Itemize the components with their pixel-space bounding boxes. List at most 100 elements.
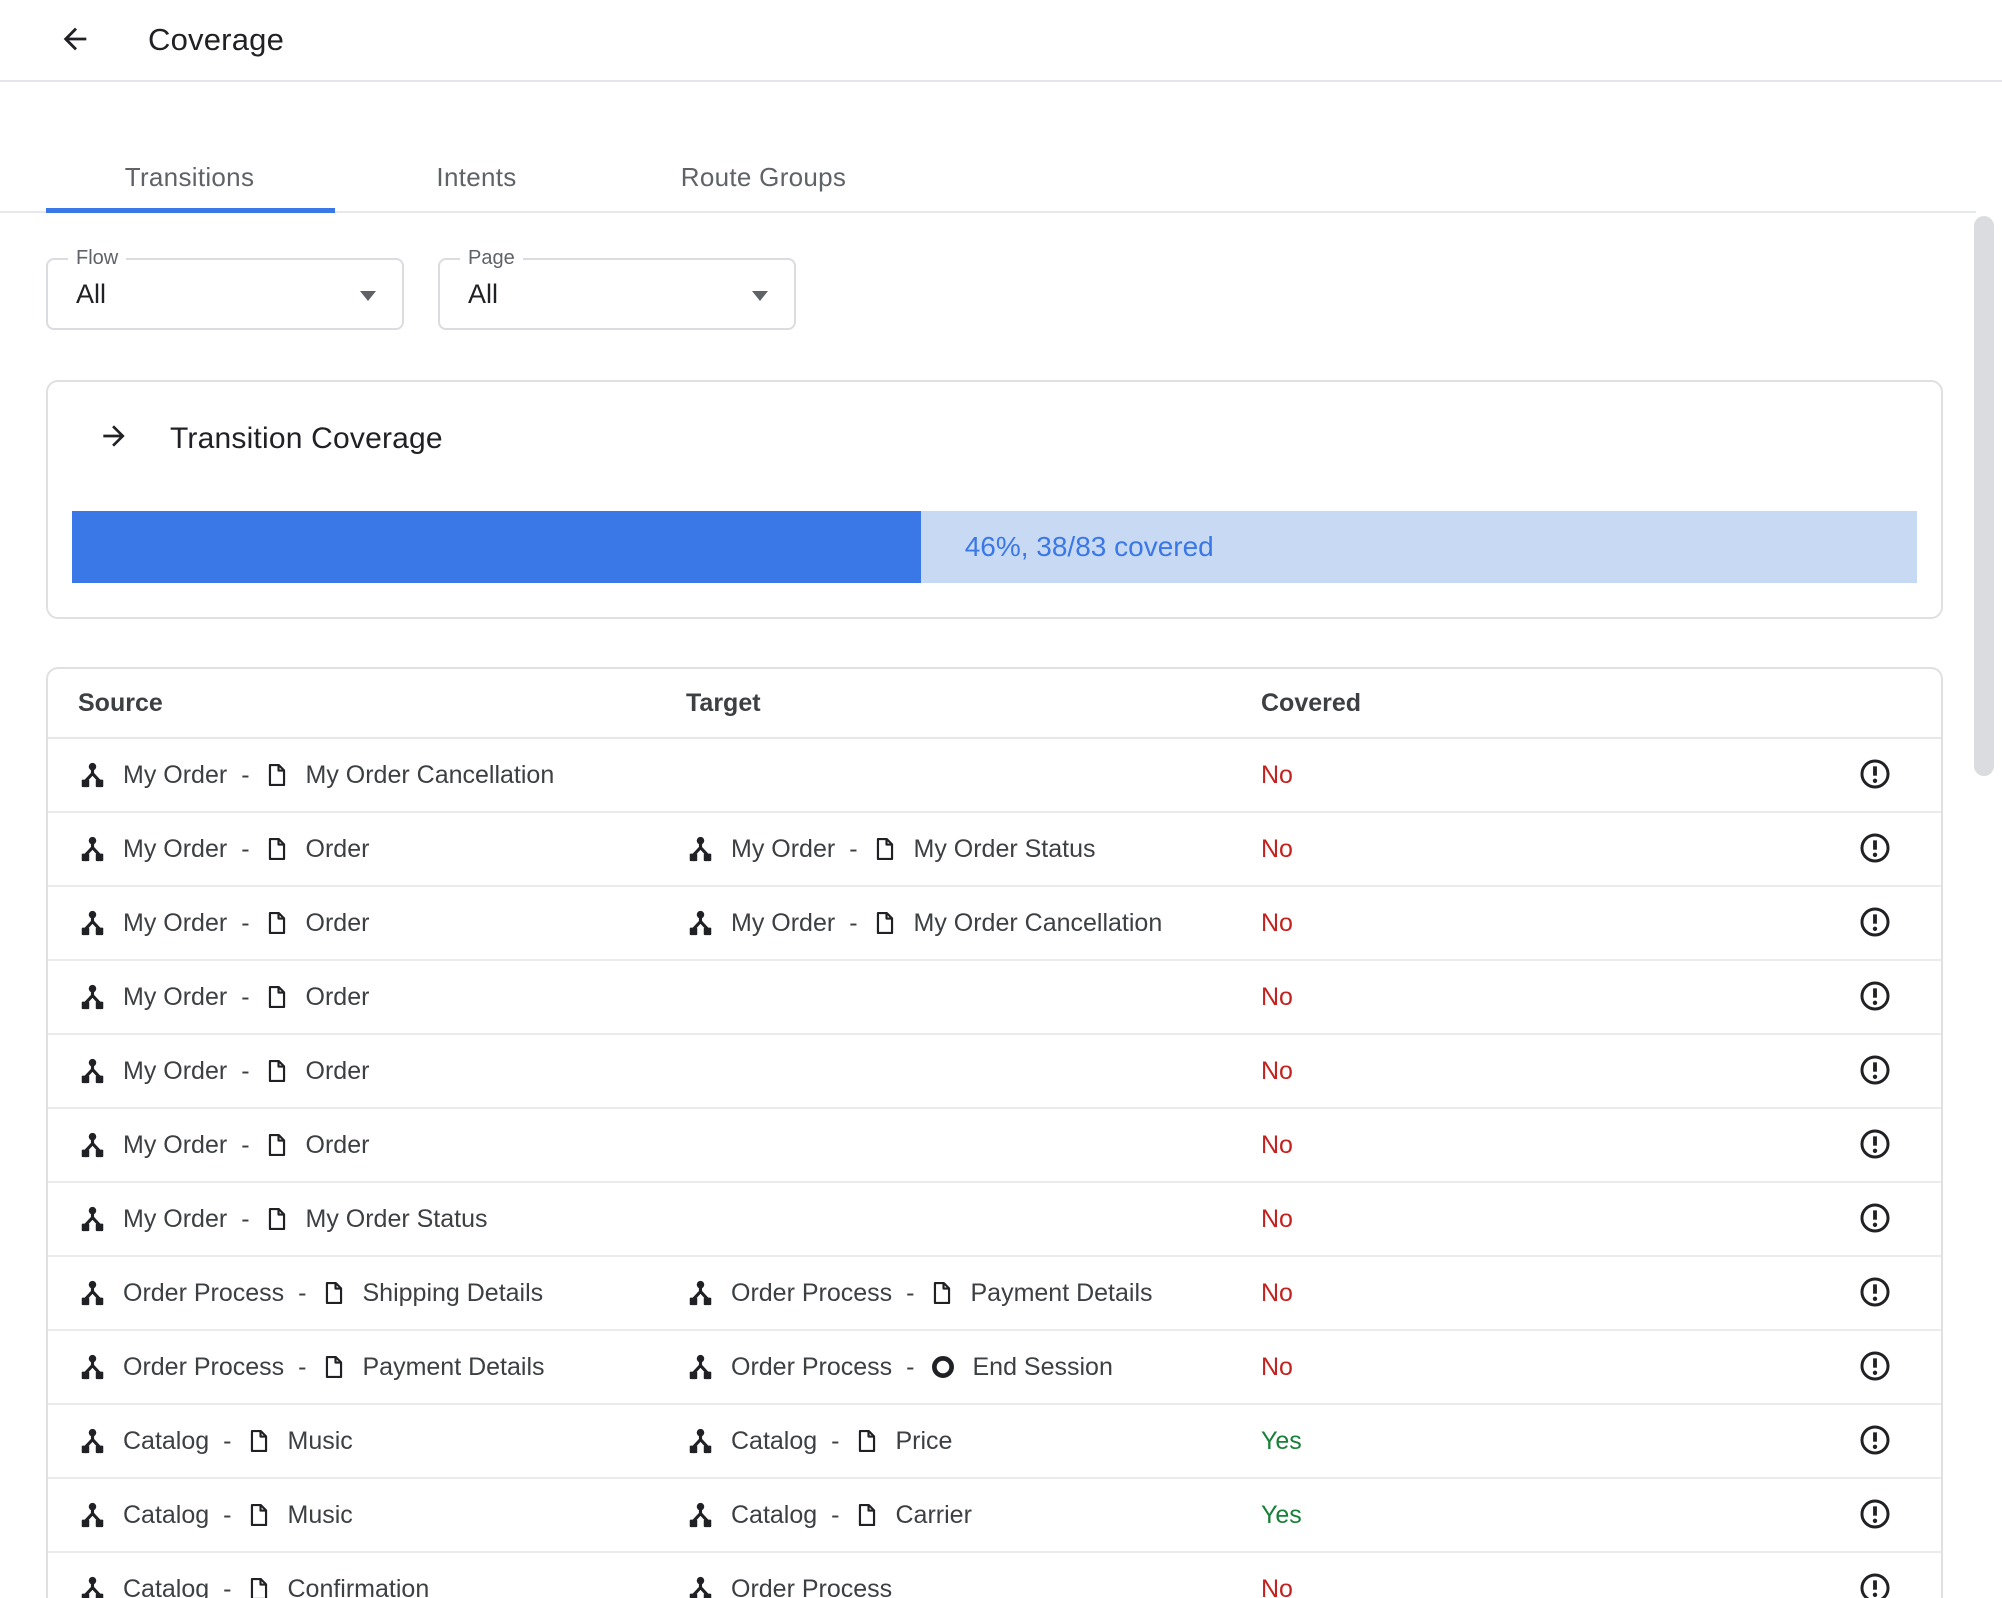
source-entity: My Order - Order xyxy=(78,1057,686,1086)
flow-name: My Order xyxy=(123,1130,228,1159)
flow-select-value: All xyxy=(76,279,107,309)
flow-icon xyxy=(686,1501,715,1530)
page-select-label: Page xyxy=(460,247,523,270)
flow-icon xyxy=(686,1575,715,1598)
covered-value: No xyxy=(1261,1574,1293,1598)
active-tab-underline xyxy=(46,208,335,213)
target-entity: Catalog - Price xyxy=(686,1427,1261,1456)
back-button[interactable] xyxy=(56,21,94,59)
dash-separator: - xyxy=(223,1500,232,1529)
row-info-button[interactable] xyxy=(1857,1497,1893,1533)
page-name: My Order Status xyxy=(305,1204,488,1233)
flow-icon xyxy=(78,1501,107,1530)
row-info-button[interactable] xyxy=(1857,1571,1893,1598)
page-icon xyxy=(264,1131,290,1159)
flow-select-label: Flow xyxy=(68,247,127,270)
page-icon xyxy=(246,1575,272,1598)
covered-value: No xyxy=(1261,1204,1293,1233)
tab-route-groups[interactable]: Route Groups xyxy=(680,161,847,192)
flow-icon xyxy=(78,1131,107,1160)
table-row: Catalog - Music Catalog - Carrier Yes xyxy=(48,1479,1941,1553)
flow-name: Order Process xyxy=(731,1574,893,1598)
row-info-button[interactable] xyxy=(1857,1423,1893,1459)
column-header-covered: Covered xyxy=(1261,688,1362,717)
flow-name: My Order xyxy=(123,834,228,863)
dash-separator: - xyxy=(831,1426,840,1455)
row-info-button[interactable] xyxy=(1857,1127,1893,1163)
flow-select[interactable]: Flow All xyxy=(46,247,404,330)
row-info-button[interactable] xyxy=(1857,905,1893,941)
page-name: Order xyxy=(305,982,370,1011)
flow-name: Order Process xyxy=(731,1278,893,1307)
info-icon xyxy=(1858,831,1892,868)
source-entity: My Order - Order xyxy=(78,835,686,864)
covered-value: No xyxy=(1261,982,1293,1011)
source-entity: My Order - Order xyxy=(78,1131,686,1160)
coverage-card-title: Transition Coverage xyxy=(170,421,443,455)
page-icon xyxy=(264,1057,290,1085)
covered-value: Yes xyxy=(1261,1500,1302,1529)
table-body: My Order - My Order Cancellation No My Order… xyxy=(48,739,1941,1598)
flow-icon xyxy=(686,909,715,938)
row-info-button[interactable] xyxy=(1857,979,1893,1015)
page-name: Order xyxy=(305,908,370,937)
dash-separator: - xyxy=(849,908,858,937)
flow-name: My Order xyxy=(731,834,836,863)
target-entity: Order Process - Payment Details xyxy=(686,1279,1261,1308)
flow-name: Catalog xyxy=(123,1426,210,1455)
page-name: Payment Details xyxy=(362,1352,545,1381)
coverage-progress-bar: 46%, 38/83 covered xyxy=(72,511,1917,583)
flow-icon xyxy=(78,1427,107,1456)
page-select-value: All xyxy=(468,279,499,309)
flow-name: My Order xyxy=(123,1056,228,1085)
covered-value: Yes xyxy=(1261,1426,1302,1455)
row-info-button[interactable] xyxy=(1857,1053,1893,1089)
page-name: Confirmation xyxy=(287,1574,430,1598)
table-row: Order Process - Shipping Details Order Proc… xyxy=(48,1257,1941,1331)
page-icon xyxy=(321,1353,347,1381)
page-icon xyxy=(872,835,898,863)
page-name: Music xyxy=(287,1500,353,1529)
flow-icon xyxy=(686,1427,715,1456)
row-info-button[interactable] xyxy=(1857,1349,1893,1385)
flow-name: My Order xyxy=(123,1204,228,1233)
page-name: Order xyxy=(305,834,370,863)
flow-name: Order Process xyxy=(123,1352,285,1381)
target-entity: Order Process - End Session xyxy=(686,1353,1261,1382)
row-info-button[interactable] xyxy=(1857,1275,1893,1311)
dash-separator: - xyxy=(241,834,250,863)
table-row: My Order - Order No xyxy=(48,961,1941,1035)
target-entity: Order Process xyxy=(686,1575,1261,1598)
info-icon xyxy=(1858,1127,1892,1164)
info-icon xyxy=(1858,1053,1892,1090)
source-entity: Catalog - Music xyxy=(78,1427,686,1456)
dash-separator: - xyxy=(241,908,250,937)
tab-transitions[interactable]: Transitions xyxy=(124,161,255,192)
row-info-button[interactable] xyxy=(1857,1201,1893,1237)
dash-separator: - xyxy=(831,1500,840,1529)
dash-separator: - xyxy=(223,1574,232,1598)
covered-value: No xyxy=(1261,760,1293,789)
table-row: My Order - My Order Status No xyxy=(48,1183,1941,1257)
flow-icon xyxy=(78,909,107,938)
row-info-button[interactable] xyxy=(1857,831,1893,867)
tab-intents[interactable]: Intents xyxy=(436,161,517,192)
target-entity: Catalog - Carrier xyxy=(686,1501,1261,1530)
table-row: My Order - Order My Order - My Order Cancella… xyxy=(48,887,1941,961)
dash-separator: - xyxy=(223,1426,232,1455)
page-name: Order xyxy=(305,1056,370,1085)
vertical-scrollbar-thumb[interactable] xyxy=(1974,216,1994,776)
dash-separator: - xyxy=(849,834,858,863)
info-icon xyxy=(1858,1423,1892,1460)
row-info-button[interactable] xyxy=(1857,757,1893,793)
table-row: My Order - Order No xyxy=(48,1035,1941,1109)
page-select[interactable]: Page All xyxy=(438,247,796,330)
flow-name: Order Process xyxy=(731,1352,893,1381)
dash-separator: - xyxy=(241,1204,250,1233)
flow-icon xyxy=(78,1353,107,1382)
target-entity: My Order - My Order Status xyxy=(686,835,1261,864)
transition-coverage-card: Transition Coverage 46%, 38/83 covered xyxy=(46,380,1943,619)
flow-icon xyxy=(78,835,107,864)
dash-separator: - xyxy=(241,1130,250,1159)
page-icon xyxy=(321,1279,347,1307)
